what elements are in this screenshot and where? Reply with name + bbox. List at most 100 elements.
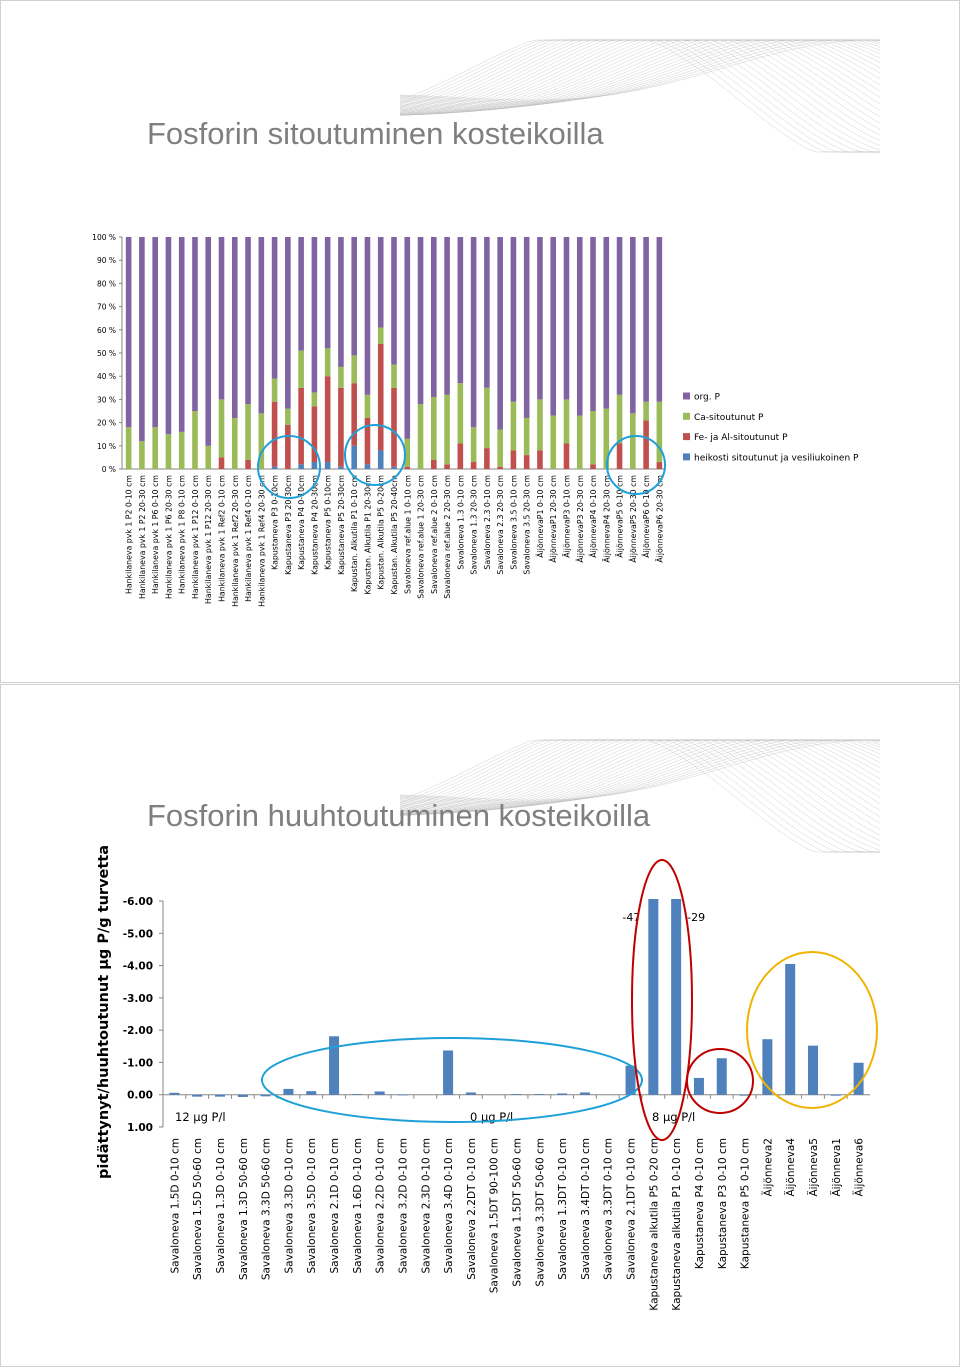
bar-segment <box>351 355 357 384</box>
bar <box>169 1092 180 1095</box>
x-tick-label: Hankilaneva pvk 1 P2 20-30 cm <box>138 475 147 599</box>
wave <box>399 39 881 113</box>
bar-segment <box>285 237 291 409</box>
bar-segment <box>470 237 477 428</box>
bar <box>830 1094 841 1096</box>
bar-segment <box>404 466 411 469</box>
bar-segment <box>484 387 490 449</box>
slide-title: Fosforin huuhtoutuminen kosteikoilla <box>147 798 651 833</box>
x-tick-label: Hankilaneva pvk 1 P6 20-30 cm <box>164 475 173 599</box>
bar-segment <box>298 350 304 388</box>
y-tick-label: 0.00 <box>127 1090 153 1102</box>
legend-swatch <box>683 392 690 400</box>
bar-segment <box>245 459 251 469</box>
bar-segment <box>563 399 570 444</box>
y-tick-label: 0 % <box>102 465 116 474</box>
y-axis-title: pidättynyt/huuhtoutunut µg P/g turvetta <box>96 845 112 1179</box>
x-tick-label: Savaloneva 1.3DT 0-10 cm <box>557 1138 569 1280</box>
bar-segment <box>192 411 198 469</box>
bar-segment <box>523 237 530 418</box>
bar-segment <box>271 378 278 402</box>
x-tick-label: Savaloneva 3.4D 0-10 cm <box>443 1138 455 1273</box>
bar-segment <box>537 450 543 469</box>
bar <box>785 963 796 1095</box>
bar <box>625 1065 636 1095</box>
y-tick-label: -3.00 <box>123 993 153 1005</box>
chart: 0 % 10 % 20 % 30 % 40 % 50 % 60 % 70 % 80 % 90 % 1… <box>92 233 859 607</box>
bar-segment <box>404 237 411 439</box>
x-tick-label: ÄijönnevaP6 0-10 cm <box>642 475 651 558</box>
bar-segment <box>218 237 225 400</box>
wave <box>399 739 880 853</box>
bar-segment <box>258 237 265 414</box>
x-tick-label: Kapustaneva P3 0-10cm <box>271 475 280 570</box>
x-tick-label: Savaloneva 1.5D 0-10 cm <box>169 1138 181 1273</box>
wave <box>399 39 880 153</box>
legend-swatch <box>683 412 690 420</box>
y-tick-label: 40 % <box>97 372 116 381</box>
bar <box>192 1094 203 1097</box>
bar-segment <box>218 399 225 458</box>
wave <box>399 739 881 815</box>
x-tick-label: Savaloneva 1.5DT 50-60 cm <box>512 1138 524 1287</box>
annotation: 12 µg P/l <box>175 1110 226 1124</box>
bar-segment <box>258 413 265 469</box>
bar-segment <box>630 237 636 414</box>
bar <box>260 1094 271 1097</box>
x-tick-label: Hankilaneva pvk 1 Ref2 0-10 cm <box>218 475 227 602</box>
x-tick-label: ÄijönnevaP5 20-30 cm <box>629 475 638 563</box>
wave <box>399 739 881 807</box>
x-tick-label: Savaloneva 3.3DT 50-60 cm <box>534 1138 546 1287</box>
bar <box>534 1094 545 1095</box>
x-tick-label: ÄijönnevaP6 20-30 cm <box>655 475 664 563</box>
legend-label: Fe- ja Al-sitoutunut P <box>694 433 788 443</box>
x-tick-label: Savaloneva ref.alue 2 20-30 cm <box>443 475 452 599</box>
x-tick-label: Kapustaneva P5 20-30cm <box>337 475 346 575</box>
x-tick-label: Hankilaneva pvk 1 P8 0-10 cm <box>178 475 187 594</box>
x-tick-label: Savaloneva 3.5 0-10 cm <box>509 475 518 570</box>
x-tick-label: Äijönneva6 <box>853 1138 866 1197</box>
bar <box>579 1092 590 1095</box>
bar-segment <box>178 431 185 469</box>
bar-segment <box>338 237 344 367</box>
x-tick-label: Savaloneva 1.5DT 90-100 cm <box>489 1138 501 1293</box>
x-tick-label: ÄijönnevaP1 0-10 cm <box>536 475 545 558</box>
bar-segment <box>205 237 212 446</box>
bar <box>374 1091 385 1095</box>
bar-segment <box>271 237 278 379</box>
highlights <box>257 424 878 1141</box>
bar <box>351 1094 362 1095</box>
plot-area <box>169 899 864 1097</box>
bar-segment <box>377 327 384 344</box>
legend-label: Ca-sitoutunut P <box>694 413 764 423</box>
x-tick-label: ÄijönnevaP4 0-10 cm <box>589 475 598 558</box>
decoration <box>399 39 881 153</box>
bar-segment <box>245 237 251 405</box>
x-tick-label: Savaloneva 1.3 0-10 cm <box>456 475 465 570</box>
bar-segment <box>391 387 397 467</box>
bar-segment <box>298 387 304 465</box>
bar-segment <box>311 237 318 393</box>
bar-segment <box>285 424 291 469</box>
x-tick-label: Savaloneva 1.3 20-30 cm <box>470 475 479 575</box>
highlight-ellipse <box>261 1037 643 1123</box>
bar-segment <box>431 237 437 398</box>
bar <box>443 1050 454 1095</box>
bar-segment <box>165 237 172 435</box>
x-tick-label: Kapustan. Alkutila P5 0-20cm <box>377 475 386 590</box>
bar-segment <box>510 450 517 469</box>
bar <box>739 1094 750 1096</box>
y-tick-label: 90 % <box>97 256 116 265</box>
wave <box>399 39 881 107</box>
highlight-ellipse <box>686 1048 754 1114</box>
x-tick-label: Savaloneva ref.alue 1 20-30 cm <box>417 475 426 599</box>
data-label: -47 <box>622 911 640 924</box>
bar-segment <box>391 237 397 365</box>
bar-segment <box>311 462 318 469</box>
bar-segment <box>550 237 557 416</box>
bar-segment <box>497 237 503 430</box>
x-tick-label: Savaloneva 2.1D 0-10 cm <box>329 1138 341 1273</box>
bar-segment <box>484 448 490 469</box>
wave <box>399 39 880 102</box>
bar-segment <box>364 394 371 418</box>
